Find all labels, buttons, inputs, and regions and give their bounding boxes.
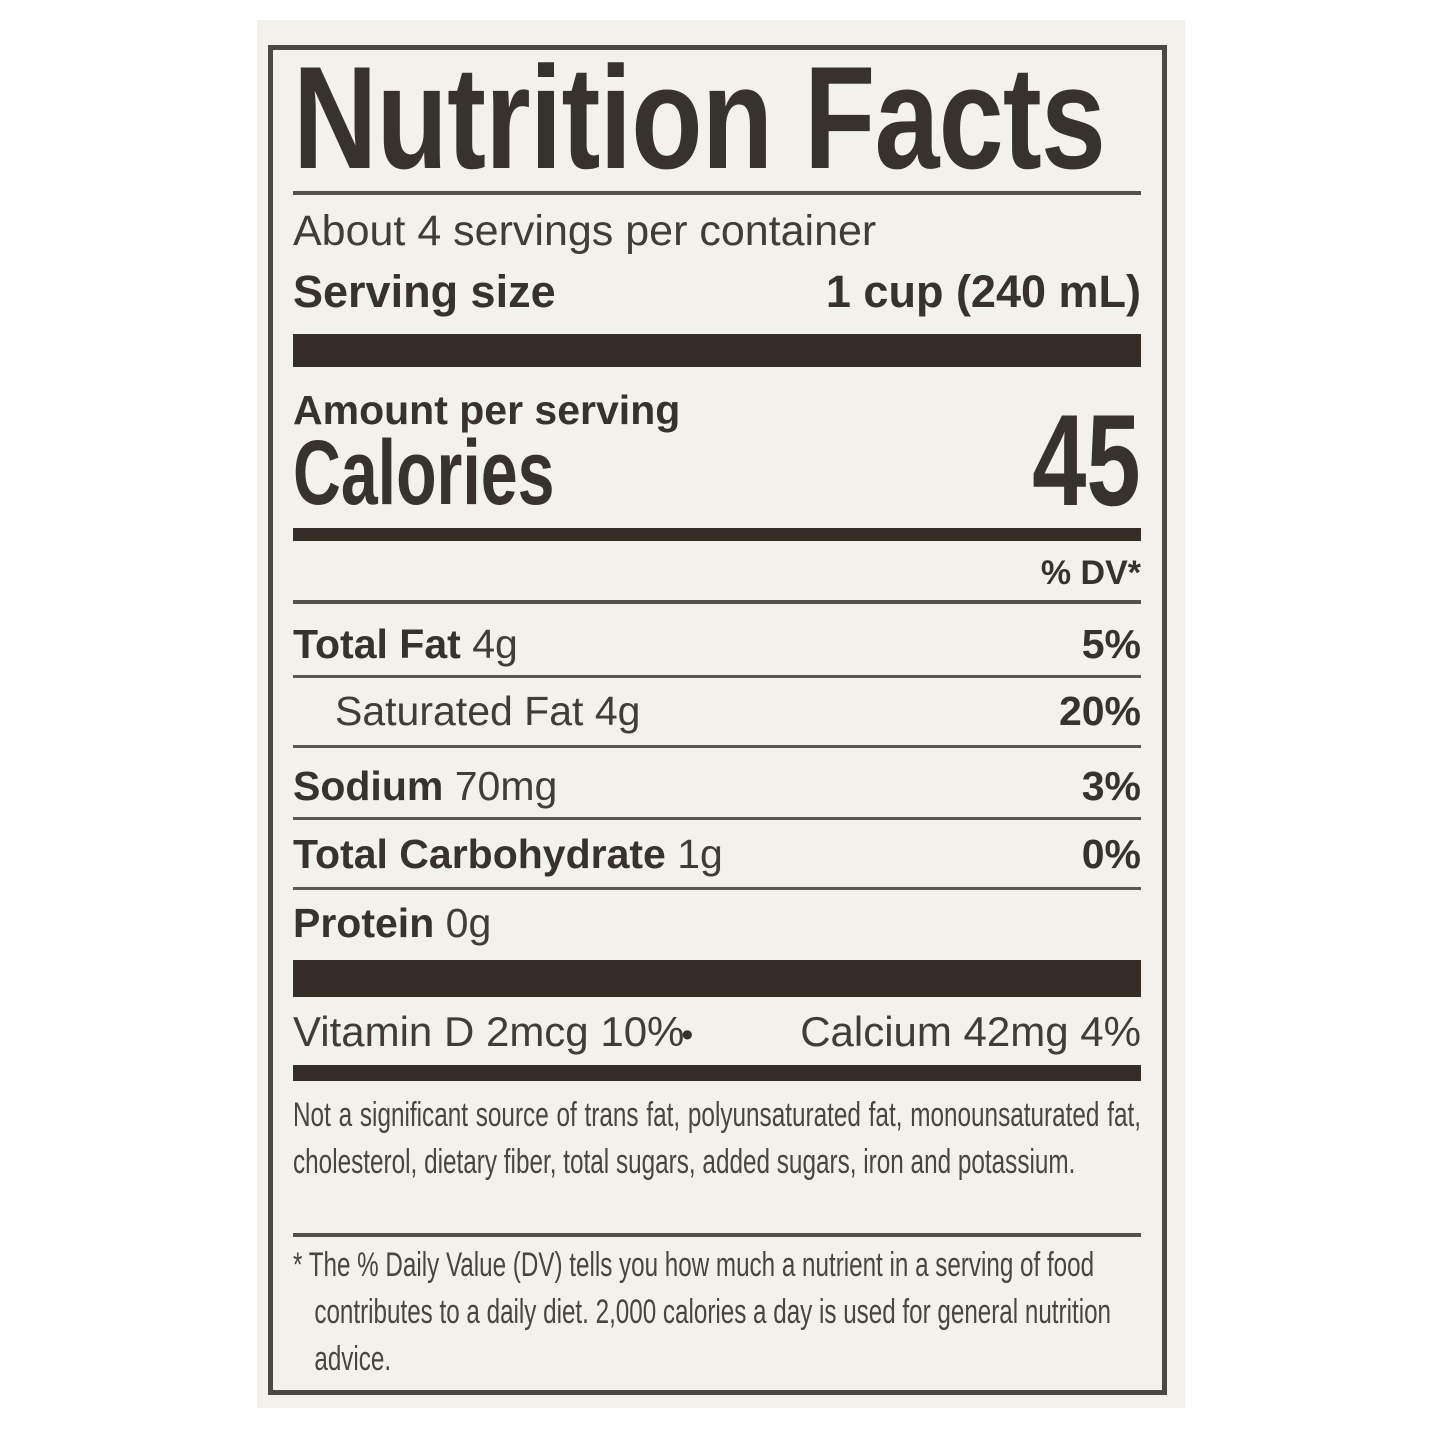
nutrient-name: Sodium 70mg [293,763,558,809]
calcium-entry: Calcium 42mg 4% [800,1008,1141,1055]
nutrient-row-total-carbohydrate: Total Carbohydrate 1g 0% [293,830,1141,879]
bullet-separator: • [681,1016,694,1054]
daily-value-header: % DV* [1040,554,1141,592]
not-significant-note: Not a significant source of trans fat, p… [293,1096,1141,1181]
footnote-marker: * [293,1246,303,1284]
dv-header-rule [293,600,1141,604]
footnote-text: The % Daily Value (DV) tells you how muc… [308,1246,1112,1378]
title-rule [293,191,1141,195]
nutrient-dv: 0% [1081,831,1141,877]
row-separator [293,817,1141,820]
label-title: Nutrition Facts [293,36,1106,199]
footnote-rule [293,1233,1141,1237]
vitamin-bar [293,1065,1141,1081]
label-border: Nutrition Facts About 4 servings per con… [268,45,1167,1395]
nutrient-name: Total Carbohydrate 1g [293,831,723,877]
thick-bar-top [293,334,1141,367]
calories-label: Calories [293,422,555,524]
serving-size-value: 1 cup (240 mL) [825,266,1141,317]
label-content: Nutrition Facts About 4 servings per con… [293,45,1141,1390]
amount-per-serving: Amount per serving [293,387,681,433]
servings-per-container: About 4 servings per container [293,207,877,255]
nutrient-dv: 3% [1081,763,1141,809]
calories-value: 45 [1032,387,1141,533]
nutrient-row-total-fat: Total Fat 4g 5% [293,620,1141,669]
nutrient-row-sodium: Sodium 70mg 3% [293,762,1141,811]
nutrient-name: Protein 0g [293,900,492,946]
nutrient-name: Total Fat 4g [293,621,518,667]
nutrient-row-protein: Protein 0g [293,899,1141,948]
nutrient-row-saturated-fat: Saturated Fat 4g 20% [293,687,1141,736]
nutrient-dv: 20% [1058,688,1141,734]
serving-size-label: Serving size [293,266,556,317]
thick-bar-middle [293,960,1141,997]
vitamin-row: Vitamin D 2mcg 10% • Calcium 42mg 4% [293,1007,1141,1057]
vitamin-d-entry: Vitamin D 2mcg 10% [293,1008,685,1055]
serving-size-row: Serving size 1 cup (240 mL) [293,265,1141,319]
nutrient-dv: 5% [1081,621,1141,667]
label-photo: Nutrition Facts About 4 servings per con… [257,20,1185,1408]
row-separator [293,675,1141,678]
footnote: * The % Daily Value (DV) tells you how m… [293,1242,1147,1383]
row-separator [293,887,1141,890]
row-separator [293,745,1141,748]
calories-rule [293,528,1141,541]
nutrient-name: Saturated Fat 4g [335,688,641,734]
